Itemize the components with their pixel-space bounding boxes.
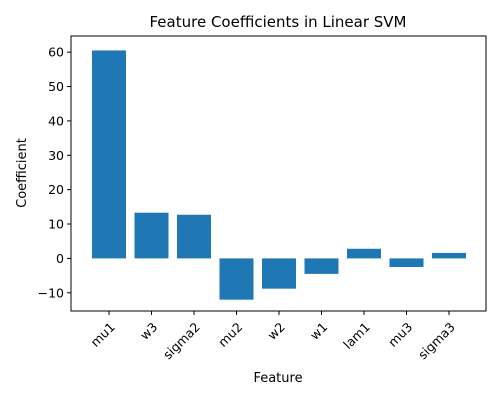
bar-mu1 [92,50,126,259]
bar-lam1 [347,248,381,259]
x-tick-label: mu3 [385,319,415,349]
y-tick-label: 20 [48,182,64,197]
bar-mu3 [389,258,424,267]
bar-sigma3 [432,252,466,259]
x-tick-label: w2 [264,319,287,342]
bar-w2 [262,258,296,289]
x-tick-label: mu1 [87,319,117,349]
x-tick-label: sigma3 [415,319,458,362]
bar-mu2 [219,258,254,300]
y-tick-label: 60 [48,45,64,60]
x-tick-label: sigma2 [160,319,203,362]
y-tick-label: 50 [48,79,64,94]
bar-sigma2 [177,214,211,259]
bar-w1 [304,258,339,274]
y-tick-label: 10 [48,217,64,232]
y-tick-label: 0 [56,251,64,266]
x-tick-label: w3 [137,319,160,342]
bar-w3 [134,212,169,259]
y-tick-label: −10 [38,285,64,300]
chart-title: Feature Coefficients in Linear SVM [150,13,407,31]
x-tick-label: w1 [307,319,330,342]
y-axis: −10 0 10 20 30 40 50 60 [38,45,71,300]
bars-group [92,50,466,300]
x-tick-label: mu2 [215,319,245,349]
y-tick-label: 30 [48,148,64,163]
y-axis-label: Coefficient [15,138,30,208]
x-axis: mu1 w3 sigma2 mu2 w2 w1 lam1 mu3 sigma3 [87,311,458,362]
y-tick-label: 40 [48,113,64,128]
plot-frame [70,35,487,312]
x-tick-label: lam1 [340,319,373,352]
x-axis-label: Feature [253,371,302,386]
